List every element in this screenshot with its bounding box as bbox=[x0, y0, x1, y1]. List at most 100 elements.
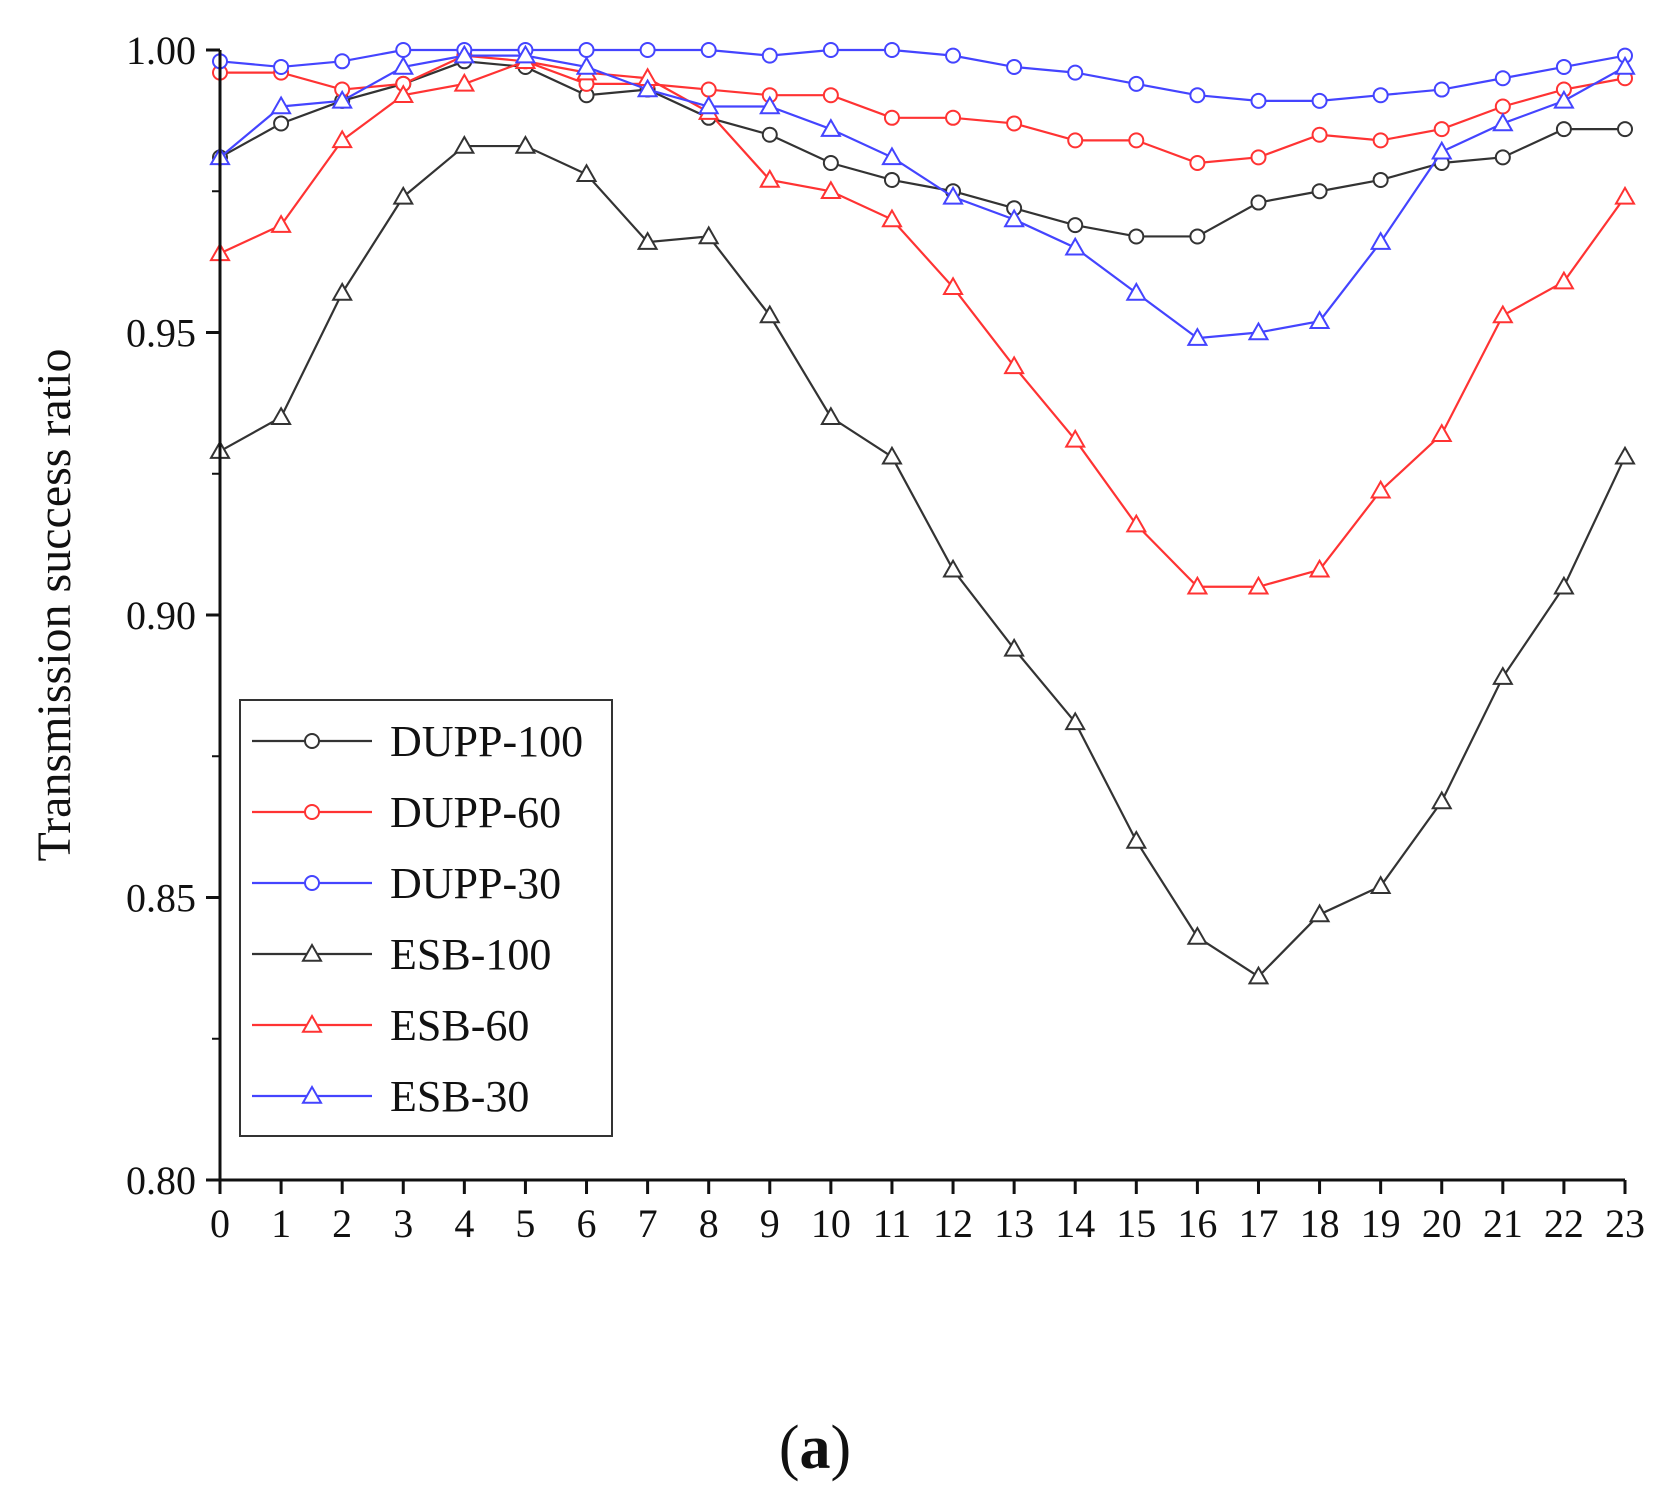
data-point-esb-100 bbox=[1247, 965, 1270, 985]
legend-swatch-marker bbox=[304, 733, 320, 749]
data-point-dupp-60 bbox=[700, 81, 717, 98]
data-point-dupp-100 bbox=[1311, 183, 1328, 200]
x-tick-label: 0 bbox=[210, 1201, 230, 1246]
data-point-esb-30 bbox=[514, 44, 537, 64]
data-point-esb-60 bbox=[881, 208, 903, 228]
data-point-esb-30 bbox=[1186, 327, 1209, 346]
data-point-esb-100 bbox=[1369, 875, 1392, 894]
legend-swatch-marker bbox=[304, 804, 320, 820]
data-point-dupp-30 bbox=[1250, 92, 1267, 109]
data-point-esb-60 bbox=[392, 84, 414, 103]
x-tick-label: 4 bbox=[454, 1201, 474, 1246]
data-point-esb-30 bbox=[942, 185, 964, 205]
data-point-esb-30 bbox=[759, 95, 781, 115]
data-point-dupp-30 bbox=[761, 47, 778, 64]
x-tick-label: 14 bbox=[1055, 1201, 1095, 1246]
data-point-esb-60 bbox=[1003, 355, 1025, 375]
data-point-dupp-30 bbox=[395, 42, 412, 58]
series-dupp-100 bbox=[212, 53, 1633, 245]
data-point-esb-60 bbox=[1247, 575, 1270, 595]
data-point-dupp-100 bbox=[883, 171, 900, 188]
data-point-esb-30 bbox=[1431, 140, 1453, 160]
data-point-esb-60 bbox=[1186, 575, 1209, 595]
x-tick-label: 16 bbox=[1177, 1201, 1217, 1246]
y-tick-label: 0.85 bbox=[126, 876, 196, 921]
data-point-esb-30 bbox=[636, 78, 659, 98]
series-line-esb-30 bbox=[219, 54, 1626, 340]
x-tick-label: 10 bbox=[811, 1201, 851, 1246]
data-point-esb-100 bbox=[331, 281, 353, 301]
data-point-dupp-30 bbox=[822, 42, 839, 58]
series-dupp-60 bbox=[212, 47, 1633, 171]
data-point-esb-30 bbox=[1247, 321, 1270, 341]
series-esb-100 bbox=[209, 135, 1636, 985]
data-point-dupp-30 bbox=[578, 42, 595, 58]
data-point-esb-60 bbox=[1492, 304, 1514, 324]
data-point-esb-60 bbox=[820, 180, 842, 199]
legend-label: ESB-100 bbox=[390, 930, 551, 979]
data-point-esb-60 bbox=[1064, 428, 1086, 448]
data-point-esb-60 bbox=[331, 129, 353, 149]
x-tick-label: 19 bbox=[1361, 1201, 1401, 1246]
y-tick-label: 1.00 bbox=[126, 28, 196, 73]
data-point-esb-100 bbox=[1064, 711, 1086, 731]
data-point-esb-60 bbox=[1125, 513, 1148, 533]
legend-swatch-marker bbox=[301, 942, 323, 962]
series-layer bbox=[209, 42, 1636, 985]
data-point-dupp-30 bbox=[945, 47, 962, 64]
data-point-dupp-100 bbox=[1067, 217, 1084, 234]
legend-label: DUPP-60 bbox=[390, 788, 561, 837]
data-point-esb-60 bbox=[270, 214, 292, 233]
legend-label: DUPP-30 bbox=[390, 859, 561, 908]
data-point-dupp-30 bbox=[1067, 64, 1084, 81]
legend-label: DUPP-100 bbox=[390, 717, 583, 766]
data-point-esb-100 bbox=[759, 304, 781, 324]
data-point-dupp-60 bbox=[1128, 132, 1145, 149]
x-tick-label: 3 bbox=[393, 1201, 413, 1246]
data-point-dupp-100 bbox=[1555, 121, 1572, 138]
x-tick-label: 18 bbox=[1300, 1201, 1340, 1246]
data-point-dupp-30 bbox=[883, 42, 900, 58]
panel-label-letter: a bbox=[800, 1414, 831, 1482]
data-point-esb-30 bbox=[1553, 89, 1575, 109]
data-point-esb-60 bbox=[942, 276, 964, 296]
data-point-esb-30 bbox=[1125, 281, 1148, 301]
data-point-esb-100 bbox=[453, 135, 476, 154]
x-tick-label: 12 bbox=[933, 1201, 973, 1246]
data-point-esb-30 bbox=[1064, 236, 1086, 256]
y-tick-label: 0.95 bbox=[126, 311, 196, 356]
data-point-dupp-60 bbox=[1372, 132, 1389, 149]
data-point-dupp-60 bbox=[1250, 149, 1267, 166]
x-tick-label: 17 bbox=[1238, 1201, 1278, 1246]
series-line-dupp-30 bbox=[219, 48, 1626, 102]
data-point-esb-60 bbox=[759, 168, 781, 188]
data-point-dupp-30 bbox=[273, 58, 290, 75]
y-axis-title: Transmission success ratio bbox=[28, 349, 81, 862]
data-point-dupp-30 bbox=[1372, 87, 1389, 104]
x-tick-label: 20 bbox=[1422, 1201, 1462, 1246]
data-point-dupp-60 bbox=[1006, 115, 1023, 132]
data-point-esb-60 bbox=[1431, 423, 1453, 442]
data-point-dupp-60 bbox=[1311, 126, 1328, 143]
data-point-esb-30 bbox=[575, 55, 598, 75]
panel-label-open: ( bbox=[779, 1414, 800, 1482]
data-point-dupp-100 bbox=[1250, 194, 1267, 211]
data-point-esb-30 bbox=[1003, 208, 1025, 228]
data-point-dupp-30 bbox=[1006, 58, 1023, 75]
data-point-dupp-60 bbox=[945, 109, 962, 126]
y-tick-label: 0.90 bbox=[126, 593, 196, 638]
data-point-esb-100 bbox=[575, 163, 598, 183]
data-point-dupp-100 bbox=[273, 115, 290, 132]
x-tick-label: 23 bbox=[1605, 1201, 1645, 1246]
x-tick-label: 11 bbox=[873, 1201, 912, 1246]
data-point-esb-100 bbox=[636, 231, 659, 250]
data-point-esb-30 bbox=[1614, 55, 1636, 75]
series-line-esb-100 bbox=[219, 144, 1626, 979]
data-point-dupp-30 bbox=[1189, 87, 1206, 104]
data-point-esb-30 bbox=[392, 55, 414, 75]
x-tick-label: 15 bbox=[1116, 1201, 1156, 1246]
data-point-dupp-30 bbox=[1494, 70, 1511, 87]
data-point-esb-30 bbox=[820, 118, 842, 137]
legend-box bbox=[239, 699, 613, 1137]
data-point-esb-30 bbox=[331, 89, 353, 109]
